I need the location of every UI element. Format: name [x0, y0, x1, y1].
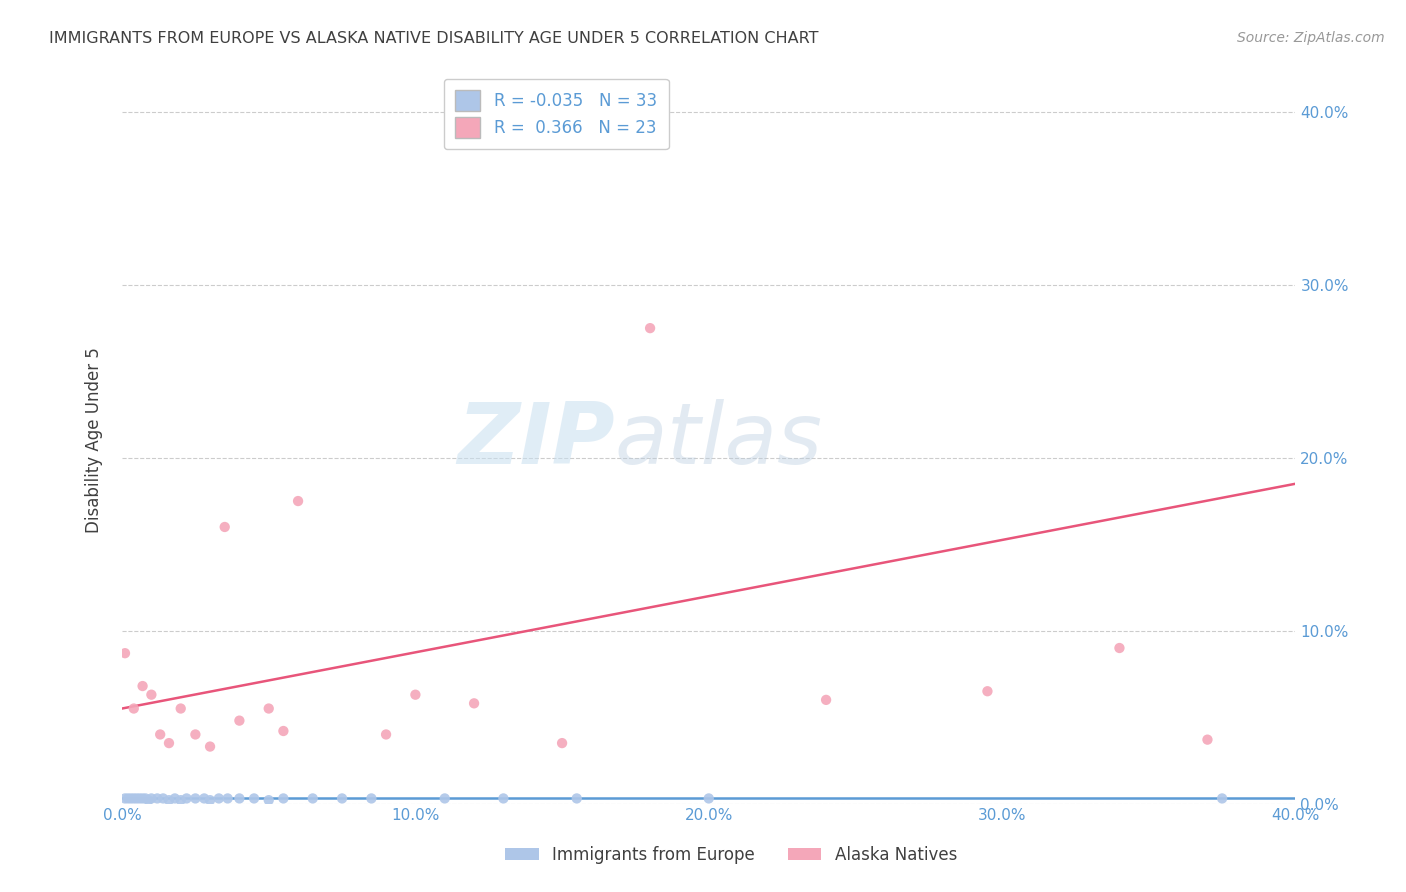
Point: [228, 791, 250, 805]
Point: [193, 791, 215, 805]
Point: [463, 696, 485, 710]
Text: Source: ZipAtlas.com: Source: ZipAtlas.com: [1237, 31, 1385, 45]
Point: [141, 791, 163, 805]
Legend: Immigrants from Europe, Alaska Natives: Immigrants from Europe, Alaska Natives: [499, 839, 963, 871]
Point: [243, 791, 266, 805]
Point: [273, 791, 295, 805]
Point: [360, 791, 382, 805]
Point: [184, 727, 207, 741]
Point: [146, 791, 169, 805]
Point: [122, 701, 145, 715]
Point: [273, 724, 295, 739]
Y-axis label: Disability Age Under 5: Disability Age Under 5: [86, 348, 103, 533]
Point: [492, 791, 515, 805]
Point: [128, 791, 150, 805]
Point: [217, 791, 239, 805]
Point: [149, 727, 172, 741]
Point: [287, 494, 309, 508]
Point: [157, 793, 180, 807]
Point: [176, 791, 198, 805]
Point: [170, 793, 193, 807]
Point: [125, 791, 148, 805]
Legend: R = -0.035   N = 33, R =  0.366   N = 23: R = -0.035 N = 33, R = 0.366 N = 23: [444, 78, 669, 149]
Point: [330, 791, 353, 805]
Point: [114, 791, 136, 805]
Point: [117, 791, 139, 805]
Point: [375, 727, 398, 741]
Point: [184, 791, 207, 805]
Point: [114, 646, 136, 660]
Point: [198, 793, 221, 807]
Point: [976, 684, 998, 698]
Point: [815, 693, 838, 707]
Point: [433, 791, 456, 805]
Point: [404, 688, 426, 702]
Point: [208, 791, 231, 805]
Point: [565, 791, 588, 805]
Text: IMMIGRANTS FROM EUROPE VS ALASKA NATIVE DISABILITY AGE UNDER 5 CORRELATION CHART: IMMIGRANTS FROM EUROPE VS ALASKA NATIVE …: [49, 31, 818, 46]
Point: [120, 791, 142, 805]
Point: [170, 701, 193, 715]
Text: atlas: atlas: [614, 399, 823, 482]
Point: [551, 736, 574, 750]
Point: [697, 791, 720, 805]
Point: [198, 739, 221, 754]
Point: [131, 679, 153, 693]
Point: [257, 701, 280, 715]
Point: [138, 793, 160, 807]
Text: ZIP: ZIP: [457, 399, 614, 482]
Point: [214, 520, 236, 534]
Point: [638, 321, 661, 335]
Point: [301, 791, 323, 805]
Point: [228, 714, 250, 728]
Point: [134, 791, 156, 805]
Point: [141, 688, 163, 702]
Point: [1211, 791, 1233, 805]
Point: [157, 736, 180, 750]
Point: [1108, 640, 1130, 655]
Point: [257, 793, 280, 807]
Point: [163, 791, 186, 805]
Point: [152, 791, 174, 805]
Point: [131, 791, 153, 805]
Point: [1197, 732, 1219, 747]
Point: [122, 791, 145, 805]
